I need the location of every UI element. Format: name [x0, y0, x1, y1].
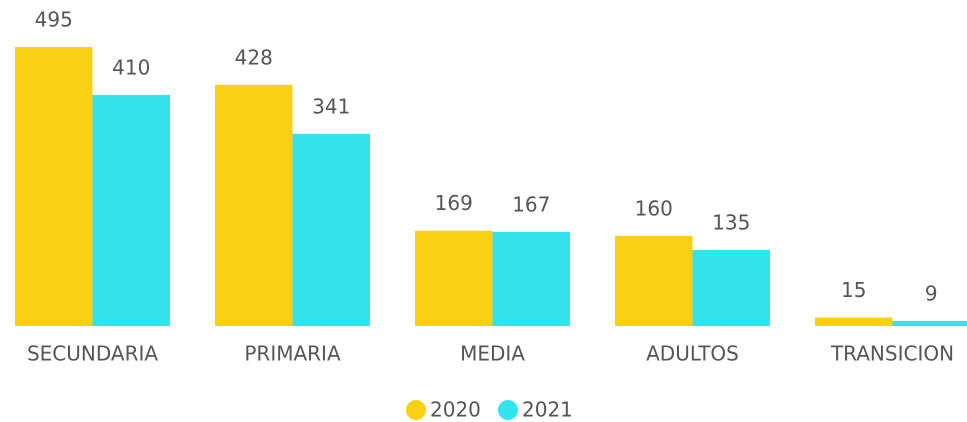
x-tick-label: SECUNDARIA — [27, 342, 158, 366]
data-label: 160 — [635, 196, 673, 220]
data-label: 341 — [312, 94, 350, 118]
bar — [815, 317, 893, 326]
legend-label: 2020 — [430, 398, 481, 422]
x-tick-label: PRIMARIA — [244, 342, 341, 366]
data-label: 9 — [925, 281, 938, 305]
data-label: 169 — [435, 191, 473, 215]
bar — [15, 47, 93, 326]
bar — [615, 235, 693, 326]
data-label: 495 — [35, 8, 73, 32]
bar — [415, 230, 493, 326]
bar — [92, 94, 170, 326]
data-label: 167 — [512, 192, 550, 216]
bar — [215, 84, 293, 326]
data-label: 410 — [112, 55, 150, 79]
legend-marker — [498, 400, 518, 420]
bar — [492, 231, 570, 326]
x-tick-label: MEDIA — [460, 342, 525, 366]
x-tick-label: ADULTOS — [646, 342, 739, 366]
legend-label: 2021 — [522, 398, 573, 422]
bar — [892, 320, 967, 326]
data-label: 135 — [712, 210, 750, 234]
legend-marker — [406, 400, 426, 420]
bar — [692, 249, 770, 326]
x-tick-label: TRANSICION — [830, 342, 954, 366]
bar — [292, 133, 370, 326]
data-label: 428 — [235, 45, 273, 69]
data-label: 15 — [841, 278, 866, 302]
